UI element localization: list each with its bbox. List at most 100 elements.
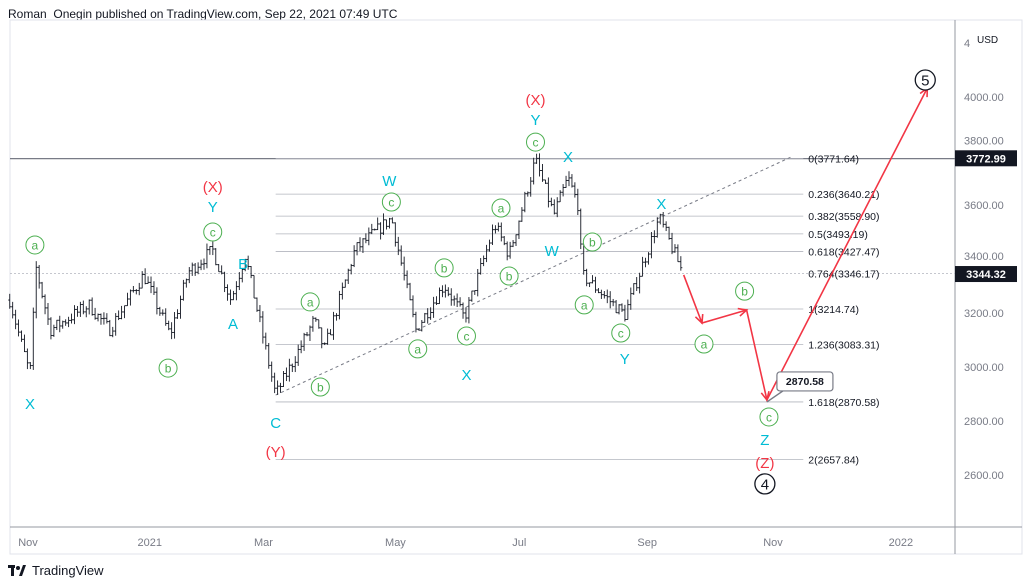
wave-label-minor: c [766, 410, 772, 424]
wave-label-minor: b [165, 362, 172, 376]
wave-label-minor: b [506, 270, 513, 284]
y-tick-label: 3200.00 [964, 308, 1004, 320]
y-tick-label: 2600.00 [964, 470, 1004, 482]
price-badge-label: 3772.99 [966, 153, 1006, 165]
wave-circle-icon [574, 295, 594, 315]
wave-circle-icon [499, 266, 519, 286]
wave-label-minute: Y [208, 199, 218, 216]
wave-circle-icon [381, 192, 401, 212]
fib-level-label: 2(2657.84) [808, 454, 859, 466]
wave-label-intermediate: (X) [526, 92, 546, 109]
wave-circle-icon [300, 292, 320, 312]
wave-label-minute: X [461, 367, 471, 384]
price-badge-label: 3344.32 [966, 269, 1006, 281]
fib-level-label: 0.618(3427.47) [808, 247, 879, 259]
wave-circle-icon [759, 407, 779, 427]
wave-label-minor: a [307, 295, 314, 309]
wave-label-minute: X [563, 149, 573, 166]
y-tick-label: 3400.00 [964, 251, 1004, 263]
wave-label-minor: a [701, 338, 708, 352]
wave-label-minute: A [228, 316, 238, 333]
wave-label-minor: a [32, 238, 39, 252]
fib-level-label: 0.5(3493.19) [808, 229, 868, 241]
x-tick-label: Sep [637, 537, 657, 549]
wave-circle-icon [158, 358, 178, 378]
price-callout-box [776, 371, 834, 392]
wave-circle-icon [456, 326, 476, 346]
wave-label-minor: c [463, 329, 469, 343]
arrowhead-icon [737, 307, 749, 317]
wave-label-minor: c [533, 136, 539, 150]
arrowhead-icon [760, 390, 770, 402]
wave-label-minute: W [382, 173, 397, 190]
wave-circle-icon [434, 258, 454, 278]
wave-circle-icon [914, 69, 936, 91]
wave-label-minor: a [414, 342, 421, 356]
wave-label-minute: W [545, 243, 560, 260]
wave-label-intermediate: (X) [203, 179, 223, 196]
wave-label-minor: a [581, 298, 588, 312]
wave-circle-icon [491, 198, 511, 218]
fib-level-label: 0(3771.64) [808, 154, 859, 166]
fib-level-label: 0.236(3640.21) [808, 189, 879, 201]
wave-label-minor: c [388, 196, 394, 210]
wave-label-minute: C [270, 415, 281, 432]
x-tick-label: Nov [18, 537, 38, 549]
x-tick-label: May [385, 537, 406, 549]
currency-label[interactable]: USD [977, 35, 998, 46]
wave-label-minor: a [498, 201, 505, 215]
wave-circle-icon [694, 334, 714, 354]
wave-circle-icon [754, 473, 776, 495]
publisher-line: Roman_Onegin published on TradingView.co… [8, 7, 398, 21]
wave-label-primary: 5 [921, 72, 929, 89]
wave-label-minor: b [589, 235, 596, 249]
price-callout-pointer [766, 390, 784, 403]
wave-label-minute: Z [760, 432, 769, 449]
tradingview-logo-icon [8, 565, 26, 576]
wave-label-minor: b [741, 285, 748, 299]
wave-circle-icon [310, 377, 330, 397]
wave-label-minor: b [317, 380, 324, 394]
x-tick-label: 2022 [889, 537, 913, 549]
x-tick-label: Nov [763, 537, 783, 549]
y-tick-partial: 4 [964, 38, 970, 50]
wave-label-minor: c [210, 226, 216, 240]
wave-label-minute: Y [530, 112, 540, 129]
wave-label-primary: 4 [761, 476, 769, 493]
x-tick-label: 2021 [138, 537, 162, 549]
price-callout-label: 2870.58 [786, 376, 824, 388]
wave-label-minor: c [618, 326, 624, 340]
price-badge [955, 266, 1017, 283]
wave-label-minor: b [441, 261, 448, 275]
fib-level-label: 1.236(3083.31) [808, 340, 879, 352]
arrowhead-icon [694, 313, 704, 325]
fib-level-label: 0.764(3346.17) [808, 269, 879, 281]
wave-label-minute: X [656, 196, 666, 213]
wave-circle-icon [203, 222, 223, 242]
wave-label-intermediate: (Y) [266, 444, 286, 461]
wave-label-intermediate: (Z) [755, 455, 774, 472]
y-tick-label: 3000.00 [964, 362, 1004, 374]
brand-name: TradingView [32, 563, 104, 578]
tradingview-logo[interactable]: TradingView [8, 563, 104, 578]
y-tick-label: 4000.00 [964, 92, 1004, 104]
fib-level-label: 0.382(3558.90) [808, 211, 879, 223]
chart-frame [9, 19, 1023, 555]
wave-circle-icon [526, 132, 545, 152]
wave-label-minute: Y [620, 351, 630, 368]
y-tick-label: 3600.00 [964, 200, 1004, 212]
wave-circle-icon [735, 281, 755, 301]
fib-level-label: 1.618(2870.58) [808, 397, 879, 409]
x-tick-label: Mar [254, 537, 273, 549]
fib-level-label: 1(3214.74) [808, 304, 859, 316]
y-tick-label: 3800.00 [964, 135, 1004, 147]
wave-label-minute: X [25, 396, 35, 413]
trendline [275, 156, 792, 396]
ohlc-bars [8, 153, 683, 395]
wave-circle-icon [611, 323, 631, 343]
wave-circle-icon [25, 235, 45, 255]
y-tick-label: 2800.00 [964, 416, 1004, 428]
price-badge [955, 150, 1017, 167]
x-tick-label: Jul [512, 537, 526, 549]
